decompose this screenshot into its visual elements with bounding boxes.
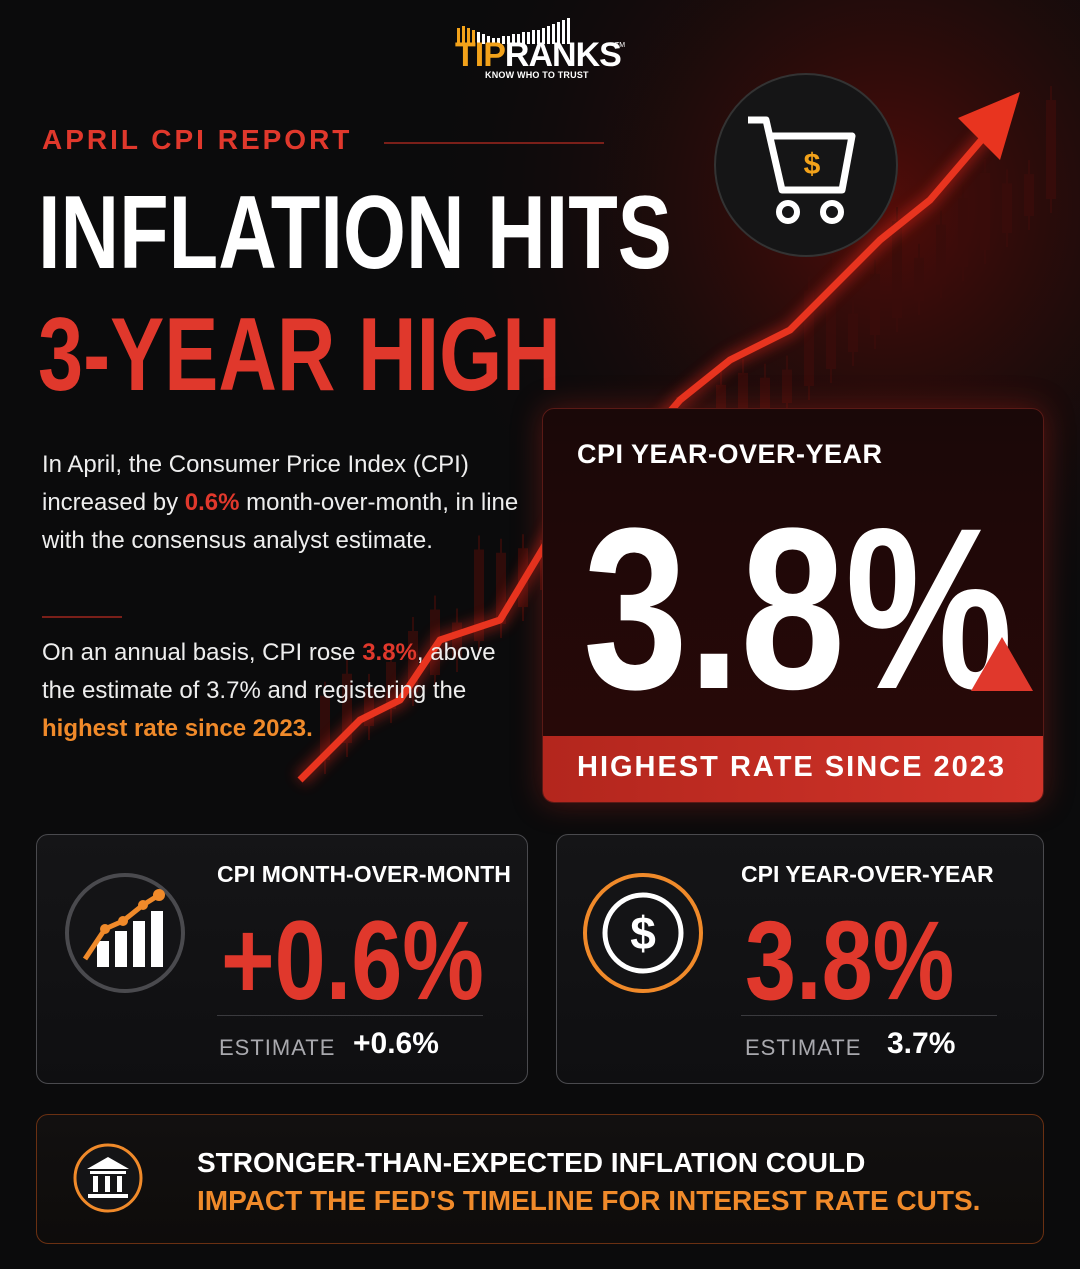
paragraph-monthly: In April, the Consumer Price Index (CPI)… [42,451,519,554]
logo-trademark: TM [615,42,626,49]
trend-arrow-head [958,92,1020,160]
candle-body [342,673,352,743]
feature-cpi-yoy-card: CPI YEAR-OVER-YEAR 3.8% HIGHEST RATE SIN… [542,408,1044,803]
yoy-estimate-value: 3.7% [887,1027,956,1060]
candle-body [1024,174,1034,216]
mom-estimate-value: +0.6% [353,1027,439,1060]
cpi-yoy-card: $ CPI YEAR-OVER-YEAR 3.8% ESTIMATE 3.7% [556,834,1044,1084]
bank-building-icon [73,1143,143,1213]
note-line-1: STRONGER-THAN-EXPECTED INFLATION COULD [197,1147,866,1178]
mom-card-divider [217,1015,483,1016]
mom-card-value: +0.6% [221,898,484,1023]
bar-chart-growth-icon [65,873,185,993]
yoy-card-divider [741,1015,997,1016]
logo-wordmark: TIPRANKS [455,36,622,74]
fed-impact-note: STRONGER-THAN-EXPECTED INFLATION COULD I… [36,1114,1044,1244]
candle-body [958,198,968,267]
report-kicker: APRIL CPI REPORT [42,124,353,155]
yoy-estimate-label: ESTIMATE [745,1035,862,1060]
kicker-divider [384,142,604,144]
candle-body [826,271,836,369]
paragraph-divider [42,616,122,618]
candle-body [496,552,506,624]
candle-body [848,313,858,352]
candle-body [914,257,924,301]
headline-line-2: 3-YEAR HIGH [38,297,561,413]
cpi-mom-card: CPI MONTH-OVER-MONTH +0.6% ESTIMATE +0.6… [36,834,528,1084]
candle-body [386,661,396,709]
candle-body [738,372,748,437]
tipranks-logo: TIPRANKS TM KNOW WHO TO TRUST [455,18,635,82]
candle-body [980,172,990,250]
feature-card-band: HIGHEST RATE SINCE 2023 [543,736,1043,802]
candle-body [760,377,770,420]
dollar-coin-icon: $ [583,873,703,993]
candle-body [936,224,946,284]
mom-card-label: CPI MONTH-OVER-MONTH [217,861,511,887]
feature-card-band-text: HIGHEST RATE SINCE 2023 [577,751,1007,783]
logo-bars-icon [457,18,570,44]
shopping-cart-dollar-icon: $ [714,73,898,257]
candle-body [408,630,418,692]
yoy-card-value: 3.8% [745,898,955,1023]
candle-body [320,695,330,760]
feature-card-value: 3.8% [583,480,1013,737]
svg-text:$: $ [804,148,821,181]
candle-body [474,549,484,641]
svg-text:$: $ [630,907,656,959]
candle-body [1002,183,1012,233]
candle-body [1046,100,1056,199]
mom-estimate-label: ESTIMATE [219,1035,336,1060]
feature-card-label: CPI YEAR-OVER-YEAR [577,439,883,469]
note-line-2: IMPACT THE FED'S TIMELINE FOR INTEREST R… [197,1185,981,1216]
candle-body [804,290,814,386]
candle-body [870,273,880,335]
paragraph-annual: On an annual basis, CPI rose 3.8%, above… [42,639,496,742]
yoy-card-label: CPI YEAR-OVER-YEAR [741,861,994,887]
up-triangle-icon [971,637,1033,691]
candle-body [892,221,902,318]
logo-tagline: KNOW WHO TO TRUST [485,70,589,80]
candle-body [782,369,792,403]
headline-line-1: INFLATION HITS [38,175,672,291]
